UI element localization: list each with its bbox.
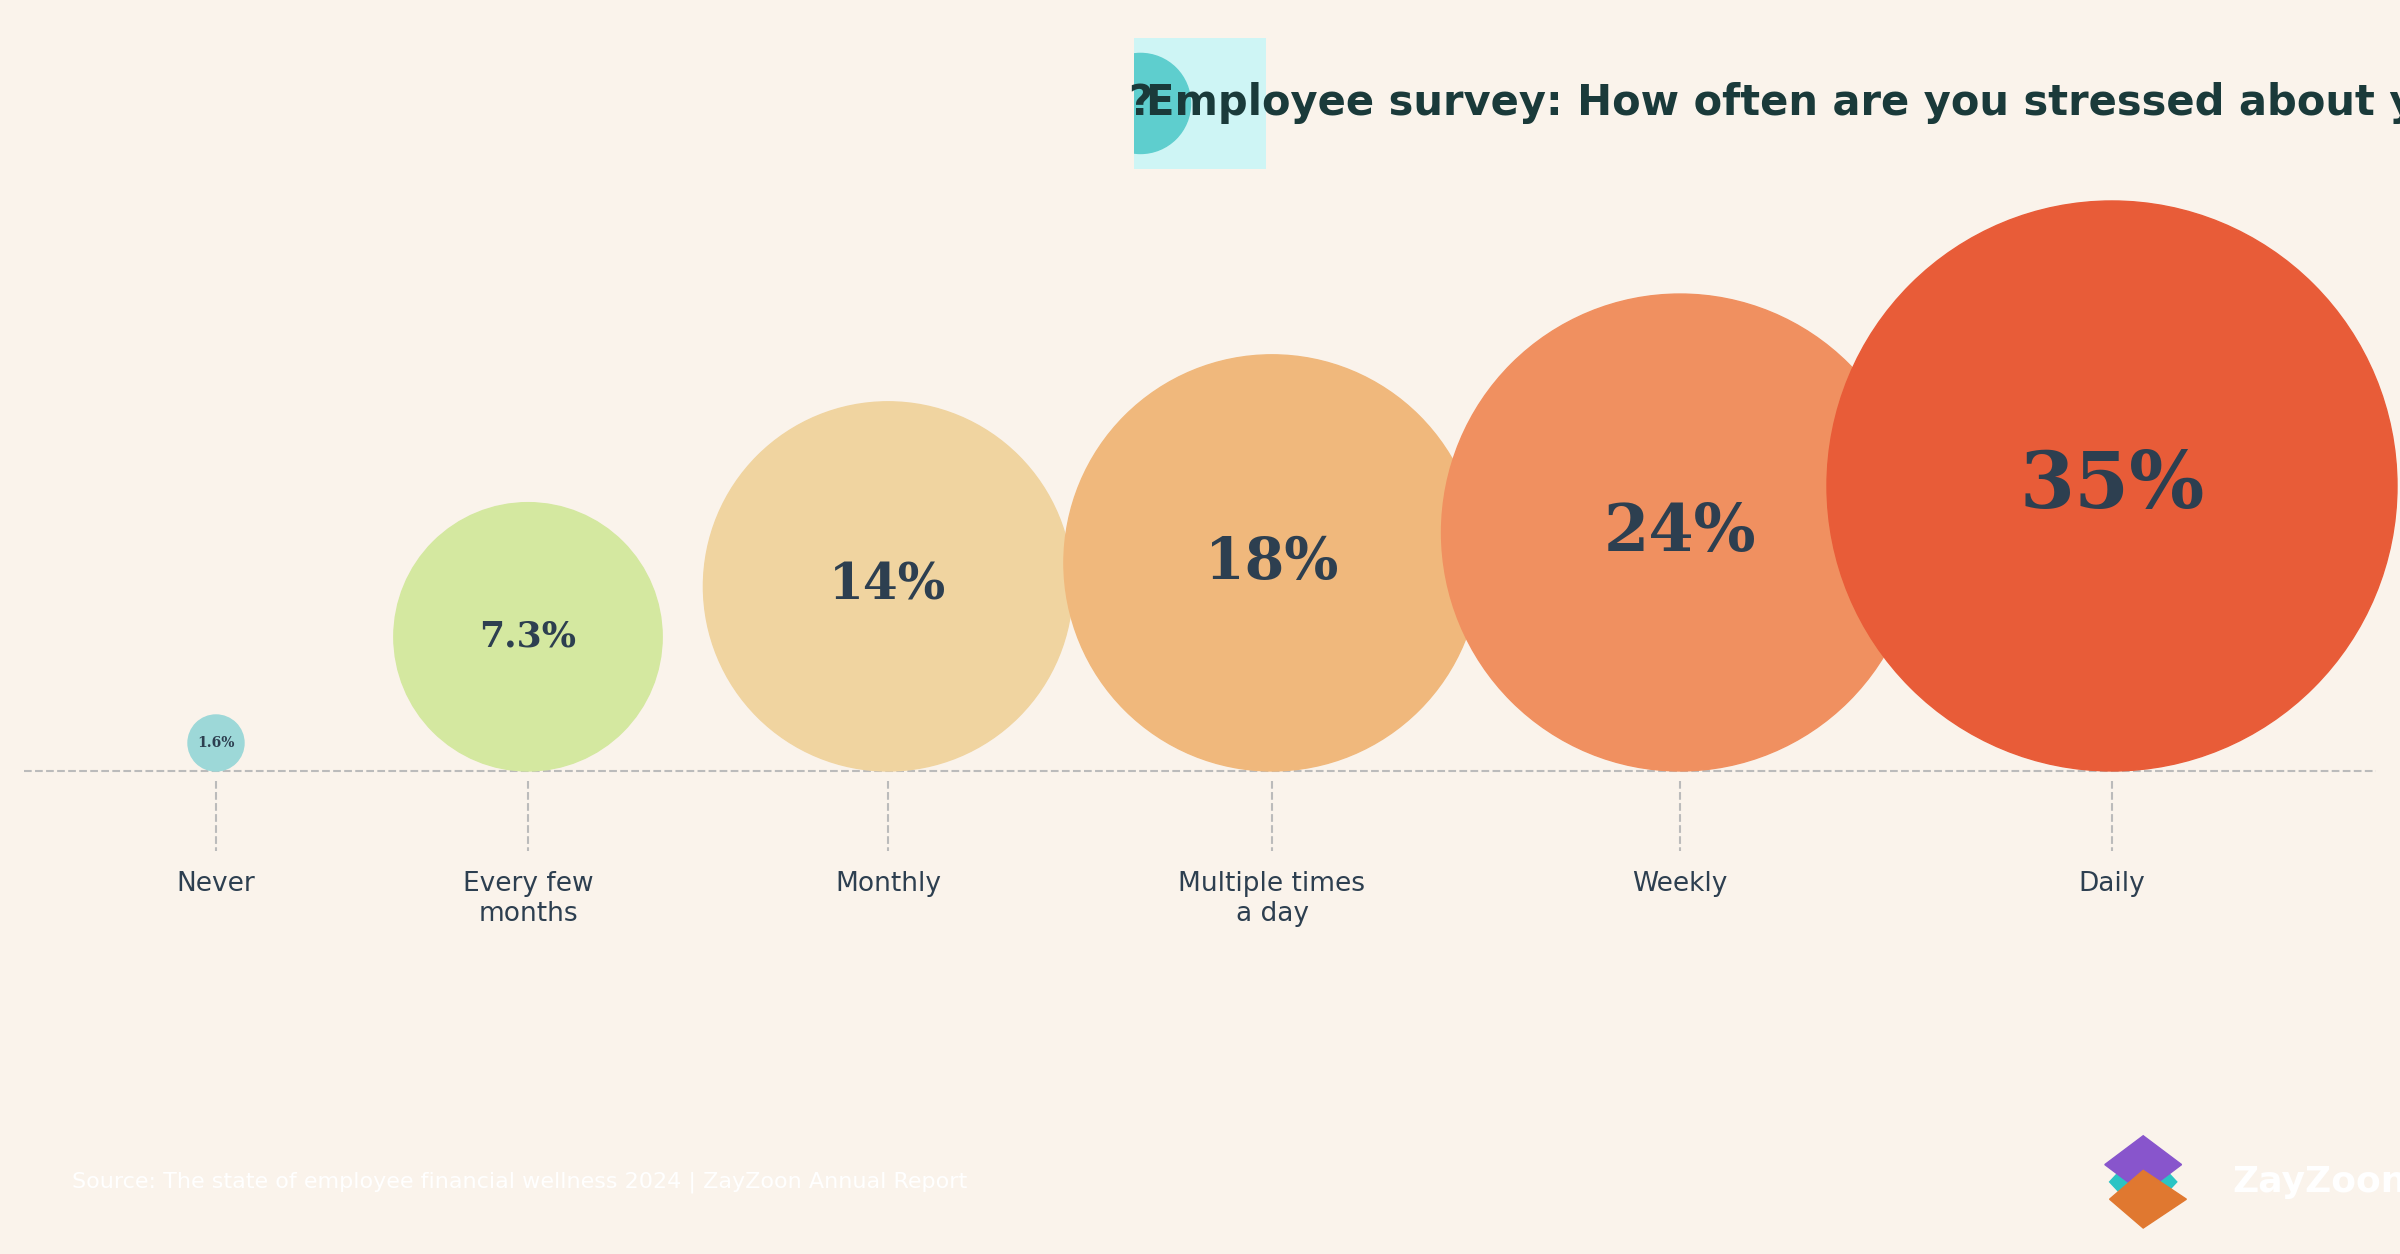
Circle shape (1063, 355, 1481, 771)
Text: Daily: Daily (2078, 872, 2146, 897)
Text: 18%: 18% (1205, 535, 1339, 591)
Text: 14%: 14% (830, 562, 946, 611)
Text: 35%: 35% (2018, 448, 2206, 524)
Text: ZayZoon: ZayZoon (2232, 1165, 2400, 1199)
Text: ?: ? (1128, 83, 1152, 124)
Text: 1.6%: 1.6% (197, 736, 235, 750)
Text: Employee survey: How often are you stressed about your finances?: Employee survey: How often are you stres… (1147, 83, 2400, 124)
Polygon shape (2110, 1146, 2177, 1218)
Text: Multiple times
a day: Multiple times a day (1178, 872, 1366, 927)
Text: 7.3%: 7.3% (480, 619, 576, 653)
Circle shape (703, 401, 1073, 771)
Text: Never: Never (178, 872, 254, 897)
Polygon shape (2110, 1170, 2186, 1228)
Text: 24%: 24% (1603, 500, 1757, 564)
Circle shape (1826, 201, 2398, 771)
Circle shape (1442, 293, 1918, 771)
Circle shape (394, 503, 662, 771)
Text: Every few
months: Every few months (463, 872, 593, 927)
Polygon shape (2105, 1136, 2182, 1194)
FancyBboxPatch shape (1128, 33, 1272, 174)
Text: Weekly: Weekly (1632, 872, 1728, 897)
Circle shape (1090, 54, 1190, 153)
Text: Source: The state of employee financial wellness 2024 | ZayZoon Annual Report: Source: The state of employee financial … (72, 1171, 967, 1193)
Circle shape (187, 715, 245, 771)
Text: Monthly: Monthly (835, 872, 941, 897)
